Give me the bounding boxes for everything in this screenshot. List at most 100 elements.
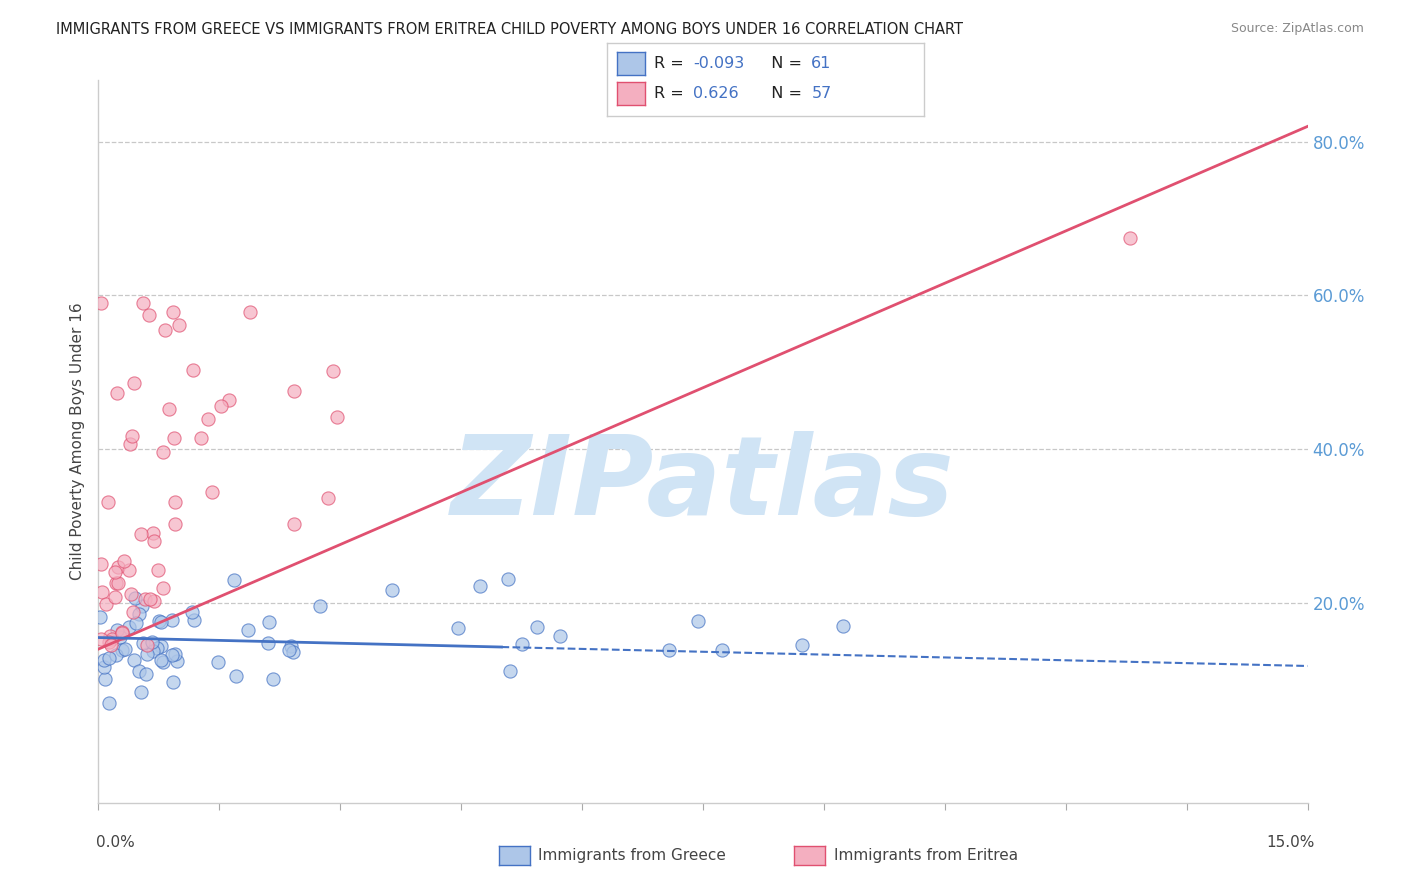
Point bbox=[108, 630, 131, 644]
Point bbox=[107, 576, 129, 591]
Point bbox=[283, 384, 305, 398]
Point bbox=[90, 557, 112, 571]
Point bbox=[165, 516, 187, 531]
Point bbox=[162, 675, 184, 690]
Point bbox=[118, 563, 141, 577]
Point bbox=[131, 527, 153, 541]
Point bbox=[148, 614, 170, 628]
Text: IMMIGRANTS FROM GREECE VS IMMIGRANTS FROM ERITREA CHILD POVERTY AMONG BOYS UNDER: IMMIGRANTS FROM GREECE VS IMMIGRANTS FRO… bbox=[56, 22, 963, 37]
Point bbox=[128, 607, 150, 622]
Point bbox=[152, 581, 174, 595]
Text: R =: R = bbox=[654, 87, 689, 101]
Point bbox=[181, 363, 204, 377]
Point bbox=[157, 401, 180, 416]
Point bbox=[163, 431, 186, 445]
Point bbox=[163, 647, 186, 661]
Point bbox=[118, 620, 141, 634]
Point bbox=[280, 640, 302, 654]
Point bbox=[180, 606, 202, 620]
Text: R =: R = bbox=[654, 56, 689, 70]
Point bbox=[499, 665, 522, 679]
Point bbox=[143, 594, 166, 608]
Point bbox=[138, 309, 160, 323]
Point bbox=[111, 625, 134, 640]
Point bbox=[218, 393, 240, 408]
Point bbox=[131, 635, 153, 649]
Point bbox=[163, 495, 186, 509]
Point bbox=[281, 645, 304, 659]
Point bbox=[107, 560, 129, 574]
Point bbox=[105, 623, 128, 637]
Point bbox=[90, 296, 112, 310]
Point bbox=[131, 599, 153, 614]
Point bbox=[136, 638, 159, 652]
Point bbox=[150, 640, 173, 654]
Point bbox=[548, 629, 571, 643]
Point bbox=[100, 639, 122, 653]
Point bbox=[277, 642, 299, 657]
Point bbox=[141, 635, 163, 649]
Point bbox=[686, 615, 709, 629]
Point bbox=[1119, 231, 1142, 245]
Point bbox=[128, 664, 150, 678]
Point bbox=[222, 573, 245, 587]
Text: Source: ZipAtlas.com: Source: ZipAtlas.com bbox=[1230, 22, 1364, 36]
Point bbox=[162, 305, 184, 319]
Text: 0.0%: 0.0% bbox=[96, 836, 135, 850]
Point bbox=[209, 400, 232, 414]
Point bbox=[790, 638, 813, 652]
Text: N =: N = bbox=[761, 87, 807, 101]
Point bbox=[207, 655, 229, 669]
Point bbox=[308, 599, 330, 613]
Point bbox=[283, 517, 305, 532]
Point bbox=[658, 643, 681, 657]
Point bbox=[498, 572, 520, 586]
Point bbox=[510, 637, 533, 651]
Point bbox=[152, 445, 174, 459]
Point bbox=[122, 653, 145, 667]
Text: 15.0%: 15.0% bbox=[1267, 836, 1315, 850]
Point bbox=[316, 491, 339, 506]
Point bbox=[145, 640, 167, 655]
Text: ZIPatlas: ZIPatlas bbox=[451, 432, 955, 539]
Point bbox=[90, 632, 112, 647]
Point bbox=[160, 648, 183, 662]
Point bbox=[93, 673, 115, 687]
Point bbox=[139, 592, 162, 607]
Point bbox=[468, 579, 491, 593]
Point bbox=[105, 575, 128, 590]
Point bbox=[105, 385, 128, 400]
Point bbox=[104, 591, 127, 605]
Point bbox=[90, 585, 112, 599]
Point bbox=[135, 666, 157, 681]
Point bbox=[98, 629, 121, 643]
Point bbox=[101, 632, 124, 647]
Point bbox=[201, 485, 224, 500]
Point bbox=[97, 495, 120, 509]
Point bbox=[832, 619, 855, 633]
Point bbox=[112, 554, 135, 568]
Point bbox=[183, 613, 205, 627]
Point bbox=[98, 635, 121, 649]
Point bbox=[114, 641, 136, 656]
Point bbox=[125, 615, 148, 630]
Point bbox=[262, 672, 284, 686]
Point bbox=[239, 305, 262, 319]
Text: 57: 57 bbox=[811, 87, 831, 101]
Point bbox=[129, 685, 152, 699]
Text: 61: 61 bbox=[811, 56, 831, 70]
Text: -0.093: -0.093 bbox=[693, 56, 744, 70]
Point bbox=[124, 376, 146, 391]
Point bbox=[257, 636, 280, 650]
Point bbox=[120, 587, 142, 601]
Point bbox=[149, 653, 172, 667]
Point bbox=[93, 659, 115, 673]
Point bbox=[167, 318, 190, 332]
Point bbox=[120, 436, 142, 450]
Text: Immigrants from Greece: Immigrants from Greece bbox=[538, 848, 727, 863]
Point bbox=[166, 654, 188, 668]
Point bbox=[447, 621, 470, 635]
Text: N =: N = bbox=[761, 56, 807, 70]
Point bbox=[135, 647, 157, 661]
Point bbox=[111, 643, 134, 657]
